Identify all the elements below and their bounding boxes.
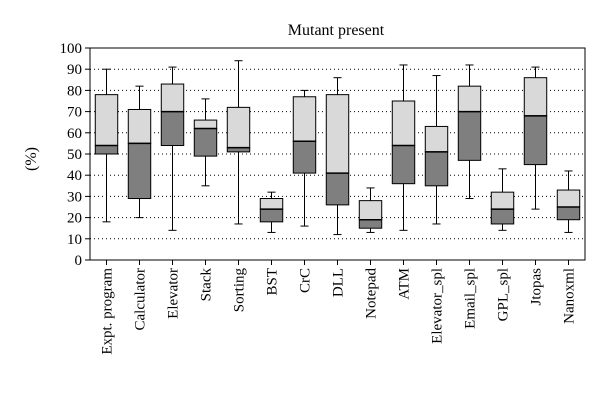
lower-box	[160, 111, 185, 147]
lower-box	[523, 115, 548, 166]
x-category-label: Sorting	[232, 268, 248, 313]
box-9	[391, 64, 416, 231]
lower-box	[391, 145, 416, 185]
upper-box	[325, 94, 350, 174]
lower-box	[457, 111, 482, 161]
chart-title: Mutant present	[288, 22, 385, 39]
x-category-label: Elevator_spl	[430, 268, 446, 344]
x-category-label: BST	[265, 268, 281, 296]
lower-box	[127, 142, 152, 200]
upper-box	[556, 189, 581, 208]
y-tick-label: 70	[67, 105, 82, 121]
upper-box	[160, 83, 185, 113]
y-tick-label: 10	[67, 232, 82, 248]
x-category-label: Expt. program	[100, 268, 116, 355]
upper-box	[127, 108, 152, 144]
y-tick-label: 0	[75, 253, 83, 269]
upper-box	[523, 77, 548, 117]
y-tick-label: 20	[67, 211, 82, 227]
box-8	[358, 187, 383, 233]
y-tick-label: 40	[67, 168, 82, 184]
upper-box	[490, 191, 515, 210]
category-labels: Expt. program Calculator Elevator Stack Sort…	[100, 260, 578, 355]
box-14	[556, 170, 581, 233]
box-12	[490, 168, 515, 231]
lower-box	[94, 145, 119, 155]
upper-box	[424, 125, 449, 153]
x-category-label: Stack	[199, 268, 215, 302]
plot-frame	[89, 47, 586, 261]
box-5	[259, 191, 284, 233]
upper-box	[391, 100, 416, 147]
y-axis-ticks: 0 10 20 30 40 50 60 70 80 90 100	[60, 41, 90, 269]
upper-box	[259, 198, 284, 210]
y-tick-label: 80	[67, 83, 82, 99]
y-tick-label: 90	[67, 62, 82, 78]
lower-box	[424, 151, 449, 187]
y-tick-label: 30	[67, 189, 82, 205]
box-1	[127, 85, 152, 219]
upper-box	[292, 96, 317, 142]
box-0	[94, 68, 119, 223]
y-axis-label: (%)	[23, 147, 40, 171]
box-3	[193, 98, 218, 187]
y-tick-label: 100	[60, 41, 83, 57]
x-category-label: Nanoxml	[562, 268, 578, 324]
upper-box	[193, 119, 218, 130]
x-category-label: GPL_spl	[496, 268, 512, 321]
lower-box	[358, 219, 383, 229]
box-7	[325, 77, 350, 236]
lower-box	[259, 208, 284, 223]
lower-box	[490, 208, 515, 225]
x-category-label: Elevator	[166, 268, 182, 319]
box-10	[424, 75, 449, 225]
boxes	[94, 60, 581, 236]
box-4	[226, 60, 251, 225]
y-tick-label: 60	[67, 126, 82, 142]
upper-box	[457, 85, 482, 113]
x-category-label: ATM	[397, 268, 413, 300]
x-category-label: Email_spl	[463, 268, 479, 329]
box-2	[160, 66, 185, 231]
x-category-label: Jtopas	[529, 268, 545, 306]
x-category-label: DLL	[331, 268, 347, 297]
box-11	[457, 64, 482, 200]
upper-box	[94, 94, 119, 147]
upper-box	[358, 200, 383, 221]
x-category-label: Calculator	[133, 268, 149, 330]
x-category-label: Notepad	[364, 268, 380, 319]
lower-box	[556, 206, 581, 221]
x-category-label: CrC	[298, 268, 314, 293]
lower-box	[325, 172, 350, 206]
box-13	[523, 66, 548, 210]
box-6	[292, 89, 317, 227]
lower-box	[292, 140, 317, 174]
upper-box	[226, 106, 251, 149]
y-tick-label: 50	[67, 147, 82, 163]
lower-box	[193, 128, 218, 157]
